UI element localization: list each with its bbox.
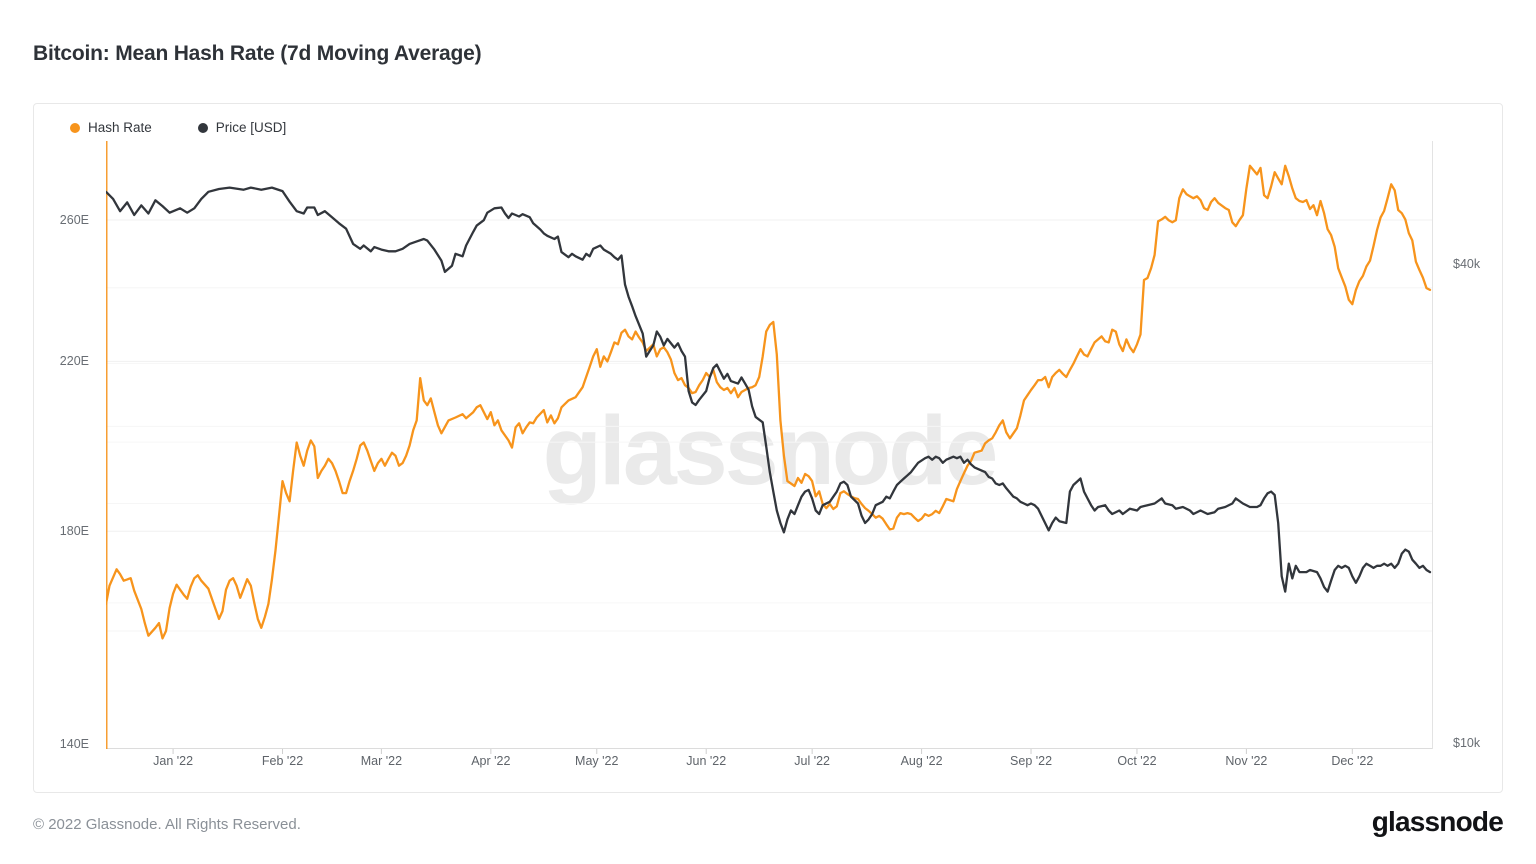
chart-panel: Hash Rate Price [USD] glassnode 260E 220E… [33,103,1503,793]
x-axis-label: Feb '22 [261,754,304,768]
chart-legend: Hash Rate Price [USD] [70,120,286,135]
hash-rate-series-dot-icon [70,122,80,133]
x-axis-label: Aug '22 [900,754,943,768]
y-axis-label-left: 260E [59,213,89,228]
y-axis-label-right: $40k [1453,257,1481,271]
y-axis-label-left: 180E [59,524,89,539]
x-axis-label: Apr '22 [471,754,511,768]
legend-label: Hash Rate [88,120,152,135]
chart-canvas[interactable] [106,141,1433,755]
x-axis-label: Sep '22 [1010,754,1053,768]
legend-label: Price [USD] [215,120,287,135]
x-axis-label: Jul '22 [794,754,830,768]
legend-item-price-usd[interactable]: Price [USD] [197,120,287,135]
x-axis-label: Jan '22 [153,754,194,768]
legend-item-hash-rate[interactable]: Hash Rate [70,120,152,135]
glassnode-logo: glassnode [1371,806,1504,837]
y-axis-label-left: 220E [59,354,89,369]
page-title: Bitcoin: Mean Hash Rate (7d Moving Avera… [33,42,482,65]
y-axis-label-left: 140E [59,737,89,751]
x-axis-label: Oct '22 [1117,754,1157,768]
x-axis-label: Jun '22 [686,754,727,768]
x-axis-label: May '22 [575,754,619,768]
series-price-usd- [106,186,1432,593]
x-axis-label: Nov '22 [1225,754,1268,768]
y-axis-label-right: $10k [1453,736,1481,750]
price-series-dot-icon [197,122,208,133]
copyright-text: © 2022 Glassnode. All Rights Reserved. [33,816,301,833]
series-hash-rate [106,164,1432,640]
x-axis-label: Mar '22 [360,754,403,768]
x-axis-label: Dec '22 [1331,754,1374,768]
